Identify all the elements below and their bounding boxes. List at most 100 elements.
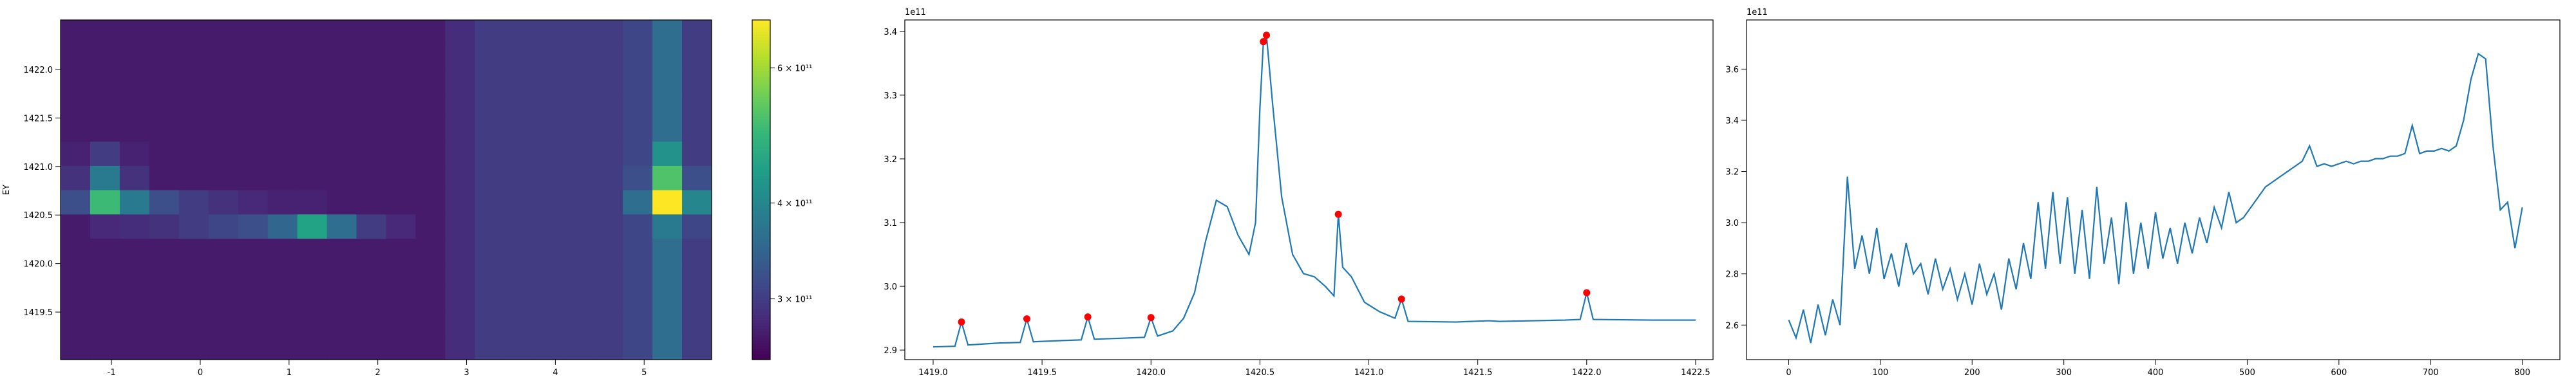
colorbar-cell bbox=[752, 326, 770, 329]
heatmap-cell bbox=[564, 286, 594, 312]
heatmap-cell bbox=[356, 68, 387, 93]
heatmap-cell bbox=[149, 238, 180, 263]
x-tick-label: 1420.0 bbox=[1137, 368, 1166, 378]
heatmap-cell bbox=[445, 238, 475, 263]
data-line bbox=[1788, 52, 2523, 344]
y-tick-label: 1419.5 bbox=[24, 308, 53, 318]
colorbar-cell bbox=[752, 320, 770, 324]
x-tick-label: 400 bbox=[2148, 368, 2164, 378]
colorbar-cell bbox=[752, 48, 770, 51]
colorbar-cell bbox=[752, 130, 770, 134]
heatmap-cell bbox=[238, 141, 269, 166]
heatmap-cell bbox=[119, 116, 150, 142]
heatmap-cell bbox=[178, 44, 209, 69]
heatmap-cell bbox=[534, 238, 564, 263]
y-tick-label: 3.3 bbox=[884, 91, 897, 101]
colorbar-cell bbox=[752, 351, 770, 354]
colorbar-cell bbox=[752, 138, 770, 142]
heatmap-cell bbox=[386, 93, 417, 118]
colorbar-cell bbox=[752, 28, 770, 32]
y-tick-label: 1421.0 bbox=[24, 163, 53, 172]
heatmap-cell bbox=[61, 286, 91, 312]
heatmap-cell bbox=[238, 20, 269, 45]
heatmap-cell bbox=[682, 93, 712, 118]
y-tick-label: 3.0 bbox=[884, 282, 897, 292]
heatmap-cell bbox=[149, 262, 180, 288]
heatmap-cell bbox=[90, 335, 120, 360]
colorbar-cell bbox=[752, 263, 770, 267]
colorbar-cell bbox=[752, 271, 770, 275]
y-tick-label: 2.6 bbox=[1725, 321, 1739, 331]
colorbar-cell bbox=[752, 261, 770, 264]
heatmap-cell bbox=[564, 141, 594, 166]
heatmap-cell bbox=[297, 262, 328, 288]
heatmap-cell bbox=[119, 44, 150, 69]
heatmap-cell bbox=[504, 116, 535, 142]
heatmap-cell bbox=[238, 262, 269, 288]
peak-marker bbox=[958, 318, 965, 326]
heatmap-cell bbox=[682, 141, 712, 166]
colorbar-cell bbox=[752, 181, 770, 185]
colorbar-cell bbox=[752, 53, 770, 57]
heatmap-cell bbox=[61, 311, 91, 336]
y-tick-label: 1420.0 bbox=[24, 260, 53, 270]
heatmap-cell bbox=[149, 44, 180, 69]
colorbar-cell bbox=[752, 275, 770, 278]
heatmap-cell bbox=[386, 190, 417, 215]
heatmap-cell bbox=[208, 286, 239, 312]
heatmap-cell bbox=[445, 68, 475, 93]
heatmap-cell bbox=[445, 44, 475, 69]
heatmap-cell bbox=[534, 311, 564, 336]
colorbar-cell bbox=[752, 39, 770, 43]
heatmap-cell bbox=[534, 93, 564, 118]
heatmap-cell bbox=[356, 165, 387, 190]
heatmap-cell bbox=[475, 262, 505, 288]
heatmap-cell bbox=[504, 286, 535, 312]
colorbar-cell bbox=[752, 187, 770, 190]
colorbar-cell bbox=[752, 45, 770, 49]
heatmap-cell bbox=[61, 165, 91, 190]
heatmap-cell bbox=[386, 20, 417, 45]
heatmap-cell bbox=[356, 286, 387, 312]
heatmap-cell bbox=[356, 238, 387, 263]
heatmap-cell bbox=[119, 141, 150, 166]
colorbar-cell bbox=[752, 152, 770, 156]
heatmap-cell bbox=[119, 68, 150, 93]
heatmap-cell bbox=[475, 116, 505, 142]
heatmap-cell bbox=[238, 44, 269, 69]
heatmap-cell bbox=[149, 93, 180, 118]
heatmap-cell bbox=[445, 93, 475, 118]
heatmap-cell bbox=[178, 190, 209, 215]
heatmap-cell bbox=[208, 238, 239, 263]
heatmap-cell bbox=[593, 141, 623, 166]
heatmap-cell bbox=[415, 238, 446, 263]
x-tick-label: 300 bbox=[2056, 368, 2072, 378]
colorbar-cell bbox=[752, 96, 770, 100]
heatmap-cell bbox=[415, 20, 446, 45]
colorbar-cell bbox=[752, 85, 770, 89]
heatmap-cell bbox=[445, 141, 475, 166]
heatmap-cell bbox=[652, 20, 683, 45]
heatmap-cell bbox=[593, 262, 623, 288]
heatmap-cell bbox=[623, 214, 653, 239]
heatmap-cell bbox=[652, 335, 683, 360]
heatmap-cell bbox=[445, 190, 475, 215]
heatmap-cell bbox=[564, 165, 594, 190]
heatmap-cell bbox=[90, 262, 120, 288]
colorbar-cell bbox=[752, 235, 770, 239]
heatmap-cell bbox=[178, 311, 209, 336]
heatmap-cell bbox=[593, 335, 623, 360]
x-tick-label: -1 bbox=[108, 368, 116, 378]
heatmap-cell bbox=[652, 44, 683, 69]
heatmap-cell bbox=[652, 116, 683, 142]
x-tick-label: 0 bbox=[198, 368, 203, 378]
heatmap-cell bbox=[90, 20, 120, 45]
colorbar-cell bbox=[752, 23, 770, 26]
colorbar-cell bbox=[752, 300, 770, 304]
colorbar-cell bbox=[752, 306, 770, 309]
heatmap-cell bbox=[386, 116, 417, 142]
y-tick-label: 1422.0 bbox=[24, 66, 53, 75]
colorbar-cell bbox=[752, 354, 770, 358]
colorbar-cell bbox=[752, 289, 770, 292]
heatmap-cell bbox=[652, 165, 683, 190]
